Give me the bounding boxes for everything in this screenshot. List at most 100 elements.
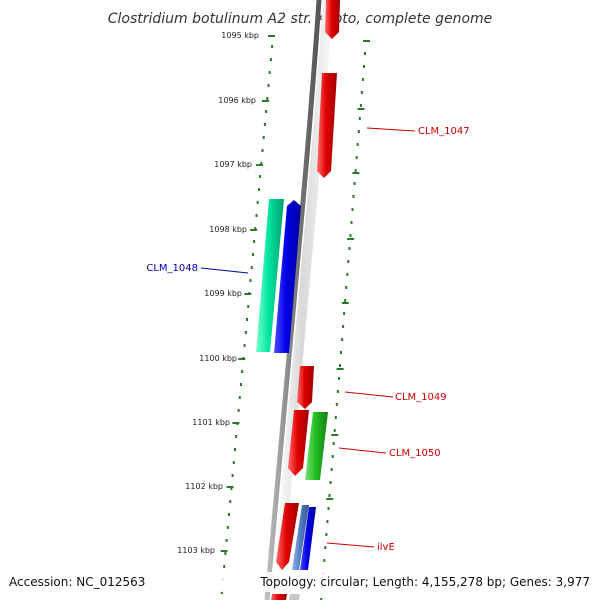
- ruler-dot: [225, 539, 228, 542]
- ruler-major-tick: [262, 100, 269, 102]
- genome-backbone: [264, 0, 322, 600]
- ruler-dot: [257, 188, 260, 191]
- gene-bottom-partial[interactable]: [271, 594, 287, 600]
- leader-line-CLM_1049: [344, 391, 394, 398]
- ruler-dot: [260, 162, 263, 165]
- gene-ilvE-c[interactable]: [300, 507, 316, 570]
- ruler-dot: [234, 448, 236, 451]
- ruler-dot: [240, 383, 242, 386]
- guide-dot: [363, 65, 365, 68]
- ruler-dot: [226, 526, 229, 529]
- gene-track: [256, 0, 340, 600]
- guide-dot: [359, 104, 362, 107]
- ruler-dot: [232, 461, 235, 464]
- ruler-major-tick: [232, 422, 240, 424]
- leader-line-ilvE: [326, 542, 375, 548]
- ruler-dot: [271, 45, 274, 48]
- ruler-dot: [230, 487, 233, 490]
- ruler-dot: [231, 474, 234, 477]
- guide-dot: [355, 156, 358, 159]
- guide-dot: [345, 286, 348, 289]
- map-title: Clostridium botulinum A2 str. Kyoto, com…: [108, 11, 493, 27]
- tick-ruler-right: [320, 40, 370, 600]
- tick-label-1101: 1101 kbp: [192, 418, 230, 427]
- gene-label-CLM_1047[interactable]: CLM_1047: [418, 126, 470, 137]
- tick-label-1095: 1095 kbp: [221, 31, 259, 40]
- gene-labels: CLM_1047 CLM_1048 CLM_1049 CLM_1050 ilvE: [146, 126, 469, 553]
- ruler-dot: [220, 591, 223, 594]
- ruler-dot: [244, 331, 247, 334]
- gene-ilvE[interactable]: [276, 503, 299, 570]
- guide-dot: [334, 416, 337, 419]
- guide-major-tick: [331, 434, 339, 436]
- guide-dot: [347, 260, 350, 263]
- ruler-dot: [223, 565, 226, 568]
- ruler-dot: [229, 500, 232, 503]
- guide-dot: [353, 182, 356, 185]
- ruler-dot: [265, 110, 268, 113]
- guide-dot: [358, 117, 361, 120]
- guide-dot: [352, 195, 355, 198]
- gene-CLM_1050[interactable]: [288, 410, 309, 476]
- ruler-dot: [250, 266, 253, 269]
- ruler-dot: [243, 344, 246, 347]
- gene-CLM_1050b[interactable]: [305, 412, 328, 480]
- tick-label-1097: 1097 kbp: [214, 160, 252, 169]
- guide-dot: [344, 299, 347, 302]
- gene-bottom-partial-2[interactable]: [289, 594, 300, 600]
- guide-major-tick: [336, 368, 344, 370]
- ruler-dot: [224, 552, 227, 555]
- guide-dot: [341, 338, 344, 341]
- guide-dot: [349, 234, 352, 237]
- tick-label-1102: 1102 kbp: [185, 482, 223, 491]
- guide-dot: [331, 455, 334, 458]
- tick-label-1096: 1096 kbp: [218, 96, 256, 105]
- accession-text: Accession: NC_012563: [9, 575, 145, 589]
- leader-line-CLM_1050: [338, 447, 387, 454]
- ruler-major-tick: [244, 293, 252, 295]
- topology-text: Topology: circular; Length: 4,155,278 bp…: [259, 575, 590, 589]
- ruler-dot: [255, 214, 258, 217]
- gene-label-CLM_1049[interactable]: CLM_1049: [395, 392, 447, 403]
- gene-CLM_1048[interactable]: [274, 200, 301, 353]
- ruler-dot: [241, 370, 244, 373]
- ruler-dot: [238, 396, 241, 399]
- ruler-major-tick: [268, 35, 275, 37]
- guide-dot: [328, 494, 331, 497]
- ruler-major-tick: [220, 550, 228, 552]
- ruler-dot: [269, 58, 272, 61]
- guide-dot: [354, 169, 357, 172]
- guide-dot: [324, 546, 327, 549]
- guide-dot: [325, 533, 328, 536]
- gene-CLM_1049[interactable]: [297, 366, 314, 409]
- ruler-dot: [228, 513, 230, 516]
- gene-ilvE-b[interactable]: [292, 505, 309, 570]
- guide-dot: [351, 208, 354, 211]
- guide-dot: [339, 364, 341, 367]
- gene-label-CLM_1050[interactable]: CLM_1050: [389, 448, 441, 459]
- gene-CLM_1047[interactable]: [317, 73, 337, 178]
- footer-background: [0, 572, 600, 592]
- gene-top-partial[interactable]: [325, 0, 340, 39]
- guide-dot: [350, 221, 353, 224]
- gene-label-CLM_1048[interactable]: CLM_1048: [146, 263, 198, 274]
- ruler-dot: [263, 123, 266, 126]
- ruler-dot: [266, 97, 269, 100]
- tick-label-1099: 1099 kbp: [204, 289, 242, 298]
- ruler-major-tick: [256, 164, 264, 166]
- guide-major-tick: [347, 238, 355, 240]
- guide-dot: [335, 403, 338, 406]
- guide-dot: [343, 312, 346, 315]
- genome-backbone-shadow: [271, 0, 333, 600]
- gene-CLM_1048b[interactable]: [256, 199, 284, 352]
- guide-dot: [323, 559, 326, 562]
- guide-dot: [326, 520, 329, 523]
- guide-dot: [336, 390, 339, 393]
- gene-label-ilvE[interactable]: ilvE: [377, 542, 395, 553]
- guide-major-tick: [357, 108, 365, 110]
- guide-dot: [361, 78, 364, 81]
- ruler-dot: [268, 71, 271, 74]
- ruler-major-tick: [226, 486, 234, 488]
- guide-dot: [360, 91, 363, 94]
